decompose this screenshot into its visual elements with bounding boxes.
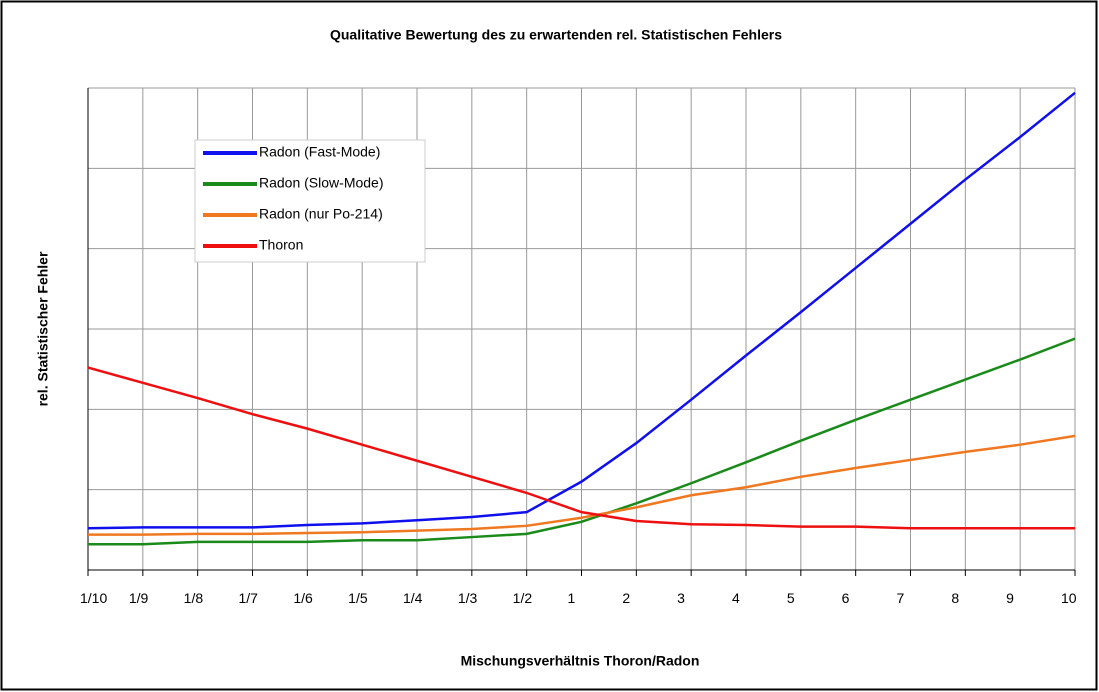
x-tick-label: 1/5	[348, 590, 368, 606]
x-axis-label: Mischungsverhältnis Thoron/Radon	[461, 653, 700, 669]
x-tick-label: 1/7	[238, 590, 258, 606]
legend-label: Thoron	[259, 237, 303, 253]
line-series	[87, 366, 1075, 530]
x-tick-label: 5	[786, 590, 795, 606]
line-series	[88, 337, 1076, 546]
legend-label: Radon (nur Po-214)	[259, 206, 383, 222]
x-tick-label: 1/9	[128, 590, 149, 606]
x-tick-label: 3	[677, 590, 685, 606]
x-tick-label: 6	[841, 590, 850, 606]
chart-title: Qualitative Bewertung des zu erwartenden…	[330, 27, 782, 43]
line-series	[88, 434, 1076, 536]
legend-label: Radon (Fast-Mode)	[259, 144, 380, 160]
x-tick-label: 4	[732, 590, 740, 606]
x-tick-label: 1/2	[512, 590, 533, 606]
x-tick-label: 1/3	[457, 590, 478, 606]
x-tick-label: 1	[567, 590, 576, 606]
x-tick-label: 9	[1006, 590, 1014, 606]
x-tick-label: 2	[622, 590, 631, 606]
x-tick-label: 1/8	[183, 590, 204, 606]
x-tick-label: 1/10	[80, 590, 108, 606]
x-tick-label: 10	[1061, 590, 1077, 606]
line-series	[87, 91, 1076, 530]
y-axis-label: rel. Statistischer Fehler	[35, 251, 51, 406]
x-tick-label: 1/4	[403, 590, 423, 606]
legend-label: Radon (Slow-Mode)	[259, 175, 384, 191]
x-tick-label: 1/6	[293, 590, 313, 606]
x-tick-label: 7	[896, 590, 905, 606]
legend-box	[194, 139, 426, 263]
x-tick-label: 8	[951, 590, 960, 606]
